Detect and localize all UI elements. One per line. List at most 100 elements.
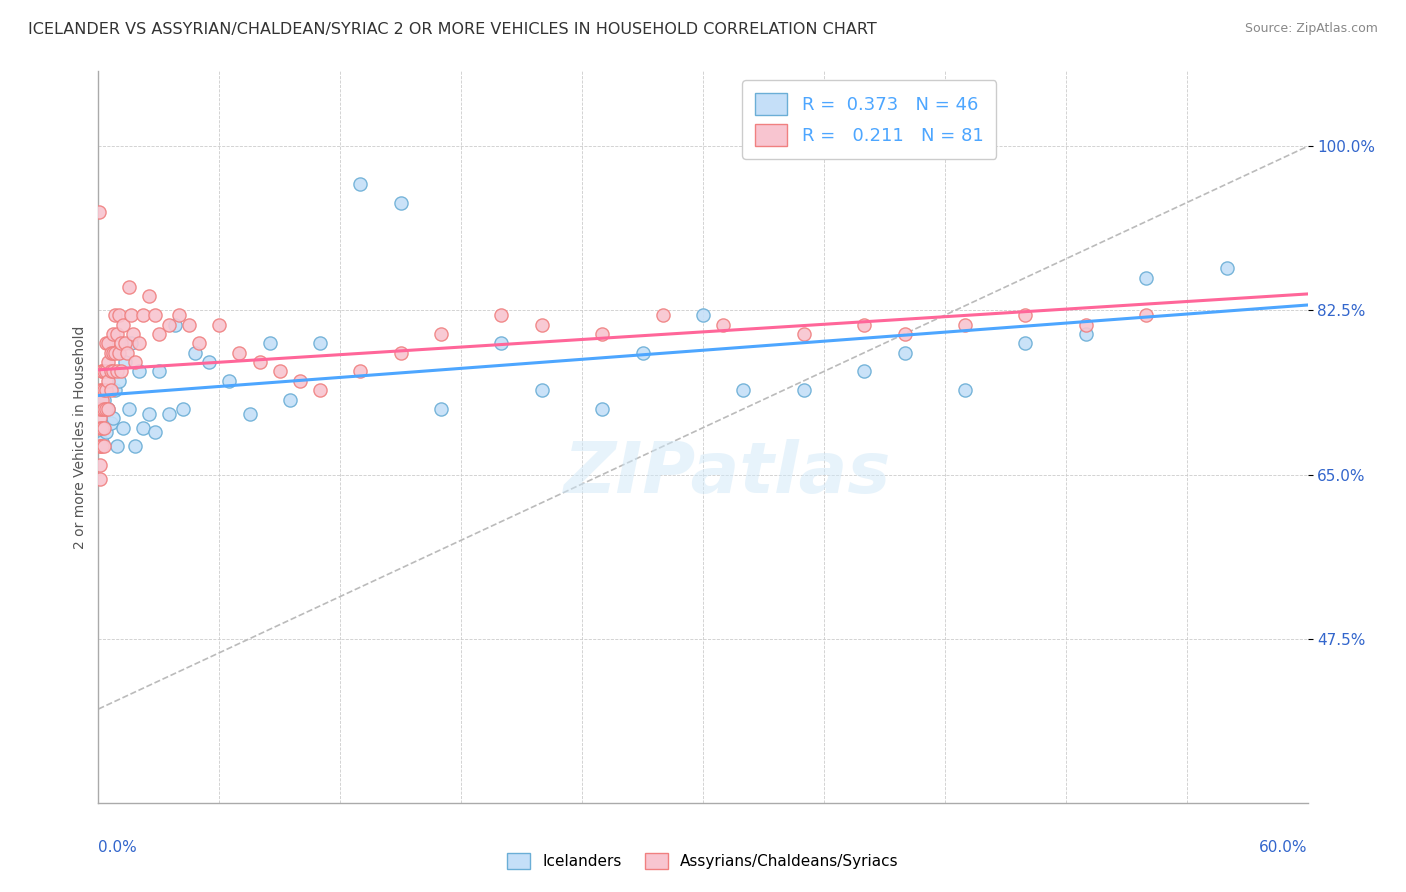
- Point: [93, 392, 115, 407]
- Point: [278, 392, 301, 407]
- Point: [105, 364, 128, 378]
- Point: [1014, 336, 1036, 351]
- Point: [163, 318, 186, 332]
- Point: [101, 364, 124, 378]
- Point: [115, 345, 138, 359]
- Point: [793, 383, 815, 397]
- Point: [138, 289, 160, 303]
- Point: [309, 336, 332, 351]
- Point: [591, 326, 613, 341]
- Point: [100, 364, 122, 378]
- Point: [953, 383, 976, 397]
- Point: [89, 458, 111, 473]
- Legend: R =  0.373   N = 46, R =   0.211   N = 81: R = 0.373 N = 46, R = 0.211 N = 81: [742, 80, 997, 159]
- Point: [89, 205, 111, 219]
- Point: [91, 383, 114, 397]
- Point: [111, 420, 134, 434]
- Point: [259, 336, 281, 351]
- Point: [96, 383, 118, 397]
- Point: [172, 401, 194, 416]
- Point: [91, 401, 114, 416]
- Point: [107, 308, 129, 322]
- Point: [96, 401, 118, 416]
- Point: [893, 326, 915, 341]
- Point: [120, 308, 142, 322]
- Point: [93, 364, 115, 378]
- Point: [124, 355, 146, 369]
- Point: [91, 392, 114, 407]
- Point: [853, 364, 876, 378]
- Point: [103, 383, 125, 397]
- Point: [349, 364, 371, 378]
- Legend: Icelanders, Assyrians/Chaldeans/Syriacs: Icelanders, Assyrians/Chaldeans/Syriacs: [502, 847, 904, 875]
- Point: [97, 374, 120, 388]
- Point: [96, 425, 118, 440]
- Point: [132, 308, 155, 322]
- Point: [100, 383, 122, 397]
- Point: [793, 326, 815, 341]
- Point: [107, 374, 129, 388]
- Point: [184, 345, 207, 359]
- Point: [97, 401, 120, 416]
- Point: [208, 318, 231, 332]
- Point: [143, 425, 166, 440]
- Point: [91, 364, 114, 378]
- Point: [97, 336, 120, 351]
- Point: [239, 407, 262, 421]
- Point: [349, 177, 371, 191]
- Point: [430, 401, 453, 416]
- Point: [188, 336, 211, 351]
- Point: [167, 308, 190, 322]
- Point: [733, 383, 755, 397]
- Point: [89, 440, 111, 454]
- Point: [228, 345, 250, 359]
- Point: [853, 318, 876, 332]
- Point: [1074, 326, 1097, 341]
- Text: Source: ZipAtlas.com: Source: ZipAtlas.com: [1244, 22, 1378, 36]
- Point: [93, 401, 115, 416]
- Point: [148, 326, 170, 341]
- Point: [107, 345, 129, 359]
- Point: [100, 416, 122, 430]
- Point: [430, 326, 453, 341]
- Point: [91, 440, 114, 454]
- Point: [128, 364, 150, 378]
- Y-axis label: 2 or more Vehicles in Household: 2 or more Vehicles in Household: [73, 326, 87, 549]
- Point: [91, 420, 114, 434]
- Point: [491, 336, 513, 351]
- Point: [143, 308, 166, 322]
- Text: ZIPatlas: ZIPatlas: [564, 439, 891, 508]
- Point: [118, 280, 141, 294]
- Point: [530, 318, 553, 332]
- Point: [157, 407, 180, 421]
- Point: [179, 318, 201, 332]
- Point: [198, 355, 221, 369]
- Point: [120, 336, 142, 351]
- Point: [105, 440, 128, 454]
- Point: [692, 308, 714, 322]
- Point: [1216, 261, 1239, 276]
- Point: [1074, 318, 1097, 332]
- Point: [89, 472, 111, 486]
- Point: [249, 355, 271, 369]
- Point: [96, 364, 118, 378]
- Text: 60.0%: 60.0%: [1260, 840, 1308, 855]
- Point: [389, 345, 412, 359]
- Point: [132, 420, 155, 434]
- Point: [148, 364, 170, 378]
- Point: [157, 318, 180, 332]
- Point: [97, 355, 120, 369]
- Point: [100, 345, 122, 359]
- Point: [288, 374, 311, 388]
- Point: [89, 440, 111, 454]
- Point: [110, 336, 132, 351]
- Point: [389, 195, 412, 210]
- Point: [105, 326, 128, 341]
- Point: [111, 318, 134, 332]
- Point: [269, 364, 291, 378]
- Point: [218, 374, 240, 388]
- Point: [591, 401, 613, 416]
- Point: [118, 401, 141, 416]
- Point: [138, 407, 160, 421]
- Point: [91, 364, 114, 378]
